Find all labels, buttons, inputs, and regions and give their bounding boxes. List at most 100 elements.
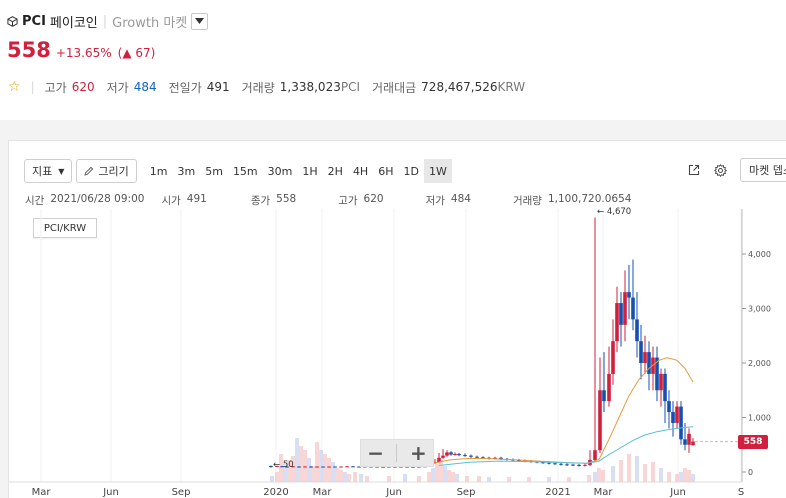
candle-body [663, 373, 667, 402]
market-depth-button[interactable]: 마켓 뎁스 [740, 158, 786, 182]
candle-body [327, 466, 331, 468]
volume-bar [347, 474, 351, 482]
period-1d[interactable]: 1D [403, 164, 419, 178]
draw-button[interactable]: 그리기 [76, 159, 137, 183]
low-price-value: 50 [282, 460, 294, 471]
candle-body [333, 466, 337, 468]
candle-body [667, 401, 671, 413]
volume-bar [683, 468, 687, 482]
y-tick-label: 0 [748, 468, 753, 477]
price-chart[interactable]: 0 1,000 2,000 3,000 4,000 Mar Jun Sep 2020 Mar Jun… [9, 141, 786, 498]
period-15m[interactable]: 15m [232, 164, 258, 178]
candle-body [499, 457, 503, 459]
ohlc-open: 491 [186, 193, 207, 205]
volume-bar [339, 470, 343, 482]
candle-body [445, 452, 449, 456]
period-1h[interactable]: 1H [302, 164, 318, 178]
period-2h[interactable]: 2H [327, 164, 343, 178]
volume-bar [455, 474, 459, 482]
volume-value: 1,338,023 [279, 80, 341, 94]
x-tick-label: 2021 [545, 487, 570, 498]
period-1m[interactable]: 1m [149, 164, 168, 178]
volume-bar [387, 476, 391, 482]
zoom-out-button[interactable]: − [367, 441, 384, 465]
caret-down-icon [195, 18, 205, 24]
period-1w[interactable]: 1W [423, 159, 452, 183]
candle-body [375, 466, 379, 468]
volume-bar [587, 475, 591, 482]
candle-body [351, 466, 355, 468]
candle-body [593, 450, 597, 461]
candle-body [623, 292, 627, 325]
candle-body [411, 466, 415, 468]
expand-icon[interactable] [684, 160, 704, 180]
period-6h[interactable]: 6H [378, 164, 394, 178]
volume-bar [627, 454, 631, 482]
candle-body [583, 464, 587, 466]
candle-body [469, 455, 473, 457]
candle-body [615, 303, 619, 342]
candle-body [269, 466, 273, 468]
title-divider: | [102, 13, 108, 29]
high-value: 620 [71, 80, 95, 94]
y-tick-label: 2,000 [748, 359, 771, 368]
volume-bar [597, 468, 601, 482]
ohlc-volume: 1,100,720.0654 [547, 193, 632, 205]
candle-body [565, 464, 569, 466]
period-3m[interactable]: 3m [177, 164, 196, 178]
ohlc-low-label: 저가 [425, 195, 445, 207]
change-percent: +13.65% [55, 46, 112, 60]
y-tick-label: 4,000 [748, 250, 771, 259]
market-name: Growth 마켓 [112, 15, 188, 31]
candle-body [611, 341, 615, 374]
candle-body [280, 466, 284, 468]
change-amount: (▲ 67) [117, 46, 156, 60]
y-tick-label: 3,000 [748, 305, 771, 314]
coin-korean-name: 페이코인 [49, 15, 98, 31]
gear-icon[interactable] [710, 160, 730, 180]
candle-body [631, 297, 635, 320]
volume-bar [353, 472, 357, 482]
candle-body [683, 439, 687, 445]
volume-bar [323, 454, 327, 482]
candle-body [679, 406, 683, 440]
favorite-star-icon[interactable]: ☆ [8, 79, 21, 95]
period-list: 1m 3m 5m 15m 30m 1H 2H 4H 6H 1D 1W [145, 159, 452, 183]
period-30m[interactable]: 30m [267, 164, 293, 178]
ohlc-volume-label: 거래량 [512, 195, 542, 207]
ohlc-open-label: 시가 [161, 195, 181, 207]
change-amount-value: ▲ 67 [122, 46, 151, 60]
period-5m[interactable]: 5m [205, 164, 223, 178]
candle-body [441, 455, 445, 458]
volume-bar [687, 470, 691, 482]
candle-body [291, 466, 295, 468]
market-dropdown-button[interactable] [191, 12, 209, 30]
candle-body [453, 454, 457, 456]
volume-bar [359, 474, 363, 482]
candle-body [463, 455, 467, 457]
volume-bar [477, 476, 481, 482]
indicator-button[interactable]: 지표 ▼ [24, 159, 73, 183]
candle-body [687, 433, 691, 445]
candle-body [457, 454, 461, 456]
volume-bar [291, 456, 295, 482]
volume-bar [270, 476, 274, 482]
volume-bar [311, 466, 315, 482]
candle-body [553, 463, 557, 465]
volume-bar [651, 462, 655, 482]
amount-label: 거래대금 [372, 80, 417, 95]
period-4h[interactable]: 4H [352, 164, 369, 178]
candle-body [417, 466, 421, 468]
candle-body [619, 303, 623, 325]
moving-average-cyan [438, 426, 694, 466]
volume-bar [507, 477, 511, 482]
candle-body [675, 406, 679, 423]
stats-row: ☆ | 고가 620 저가 484 전일가 491 거래량 1,338,023 … [8, 79, 525, 95]
volume-bar [307, 458, 311, 482]
ohlc-close: 558 [276, 193, 297, 205]
candle-body [297, 466, 301, 468]
x-tick-label: Jun [385, 487, 402, 498]
candle-body [541, 462, 545, 464]
x-tick-label: Jun [669, 487, 686, 498]
zoom-in-button[interactable]: + [409, 441, 427, 465]
